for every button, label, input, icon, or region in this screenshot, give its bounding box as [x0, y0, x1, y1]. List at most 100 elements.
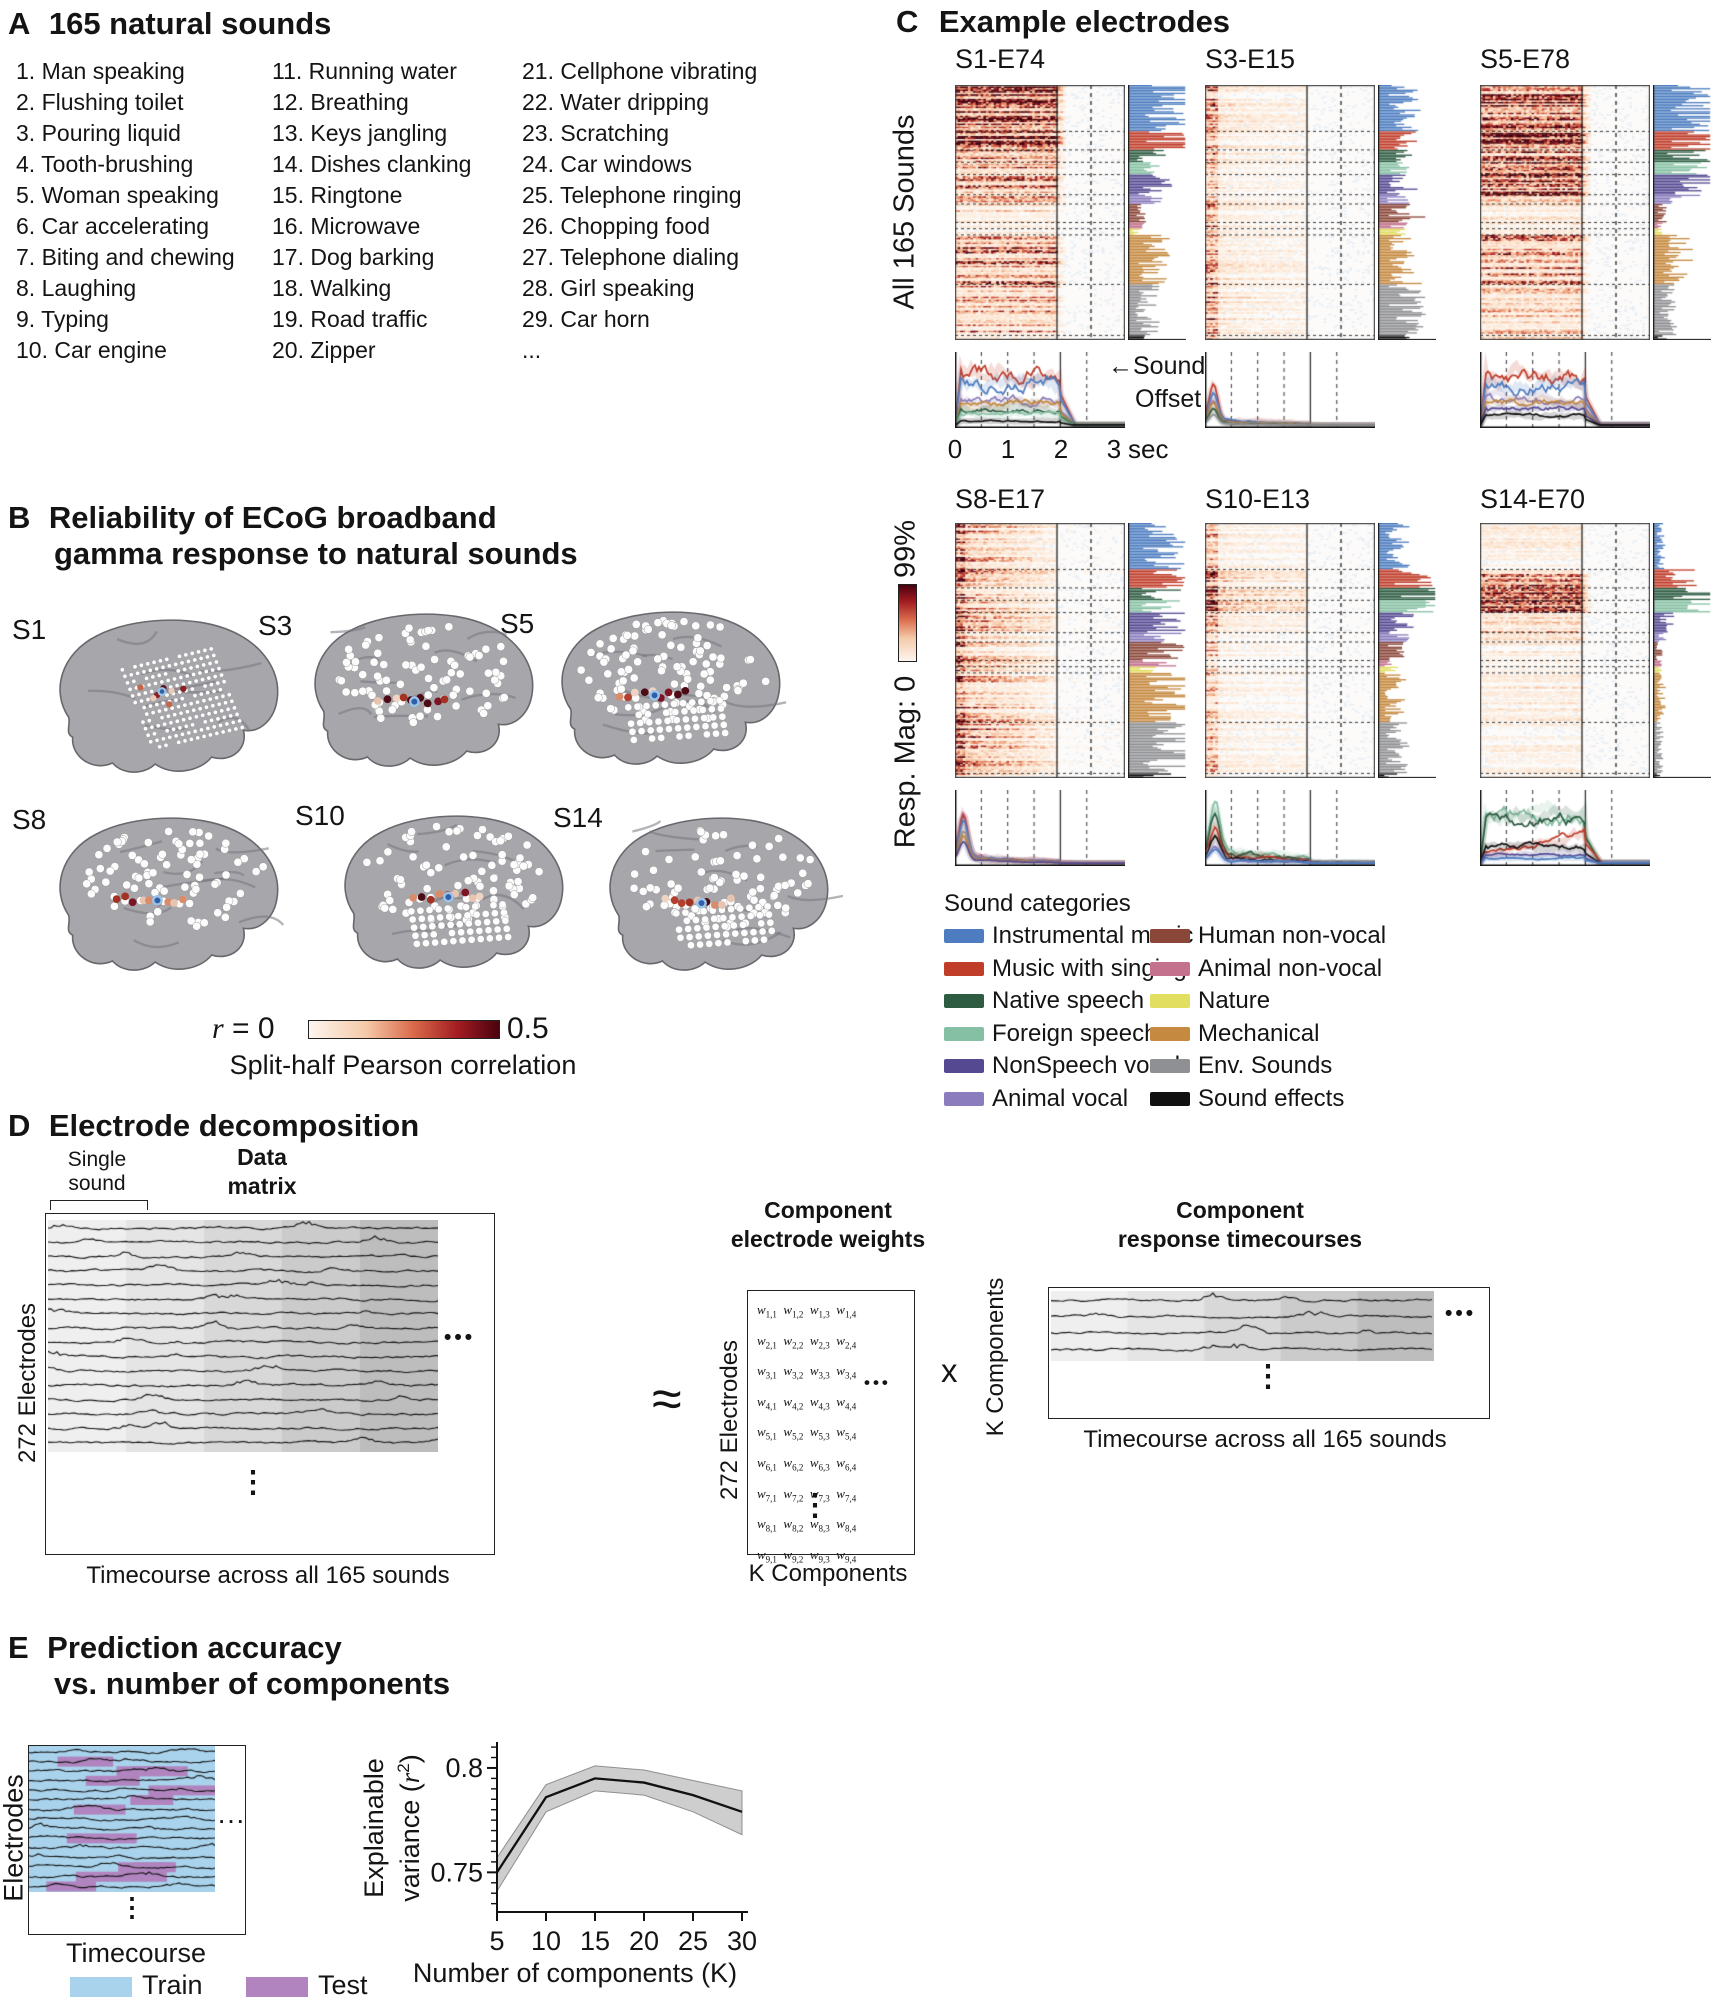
sound-list-item: 9. Typing: [16, 306, 109, 332]
weights-xlabel: K Components: [748, 1560, 908, 1587]
brain-s3: [290, 602, 548, 786]
weight-cell: w: [809, 1363, 819, 1379]
weights-row: w3,1 w3,2 w3,3 w3,4: [757, 1358, 856, 1389]
offset-word-2: Offset: [1135, 385, 1202, 413]
weight-cell: w: [783, 1516, 793, 1532]
sound-list-item: 8. Laughing: [16, 275, 137, 301]
sound-list-item: 5. Woman speaking: [16, 182, 219, 208]
train-test-hdots: ···: [219, 1812, 247, 1833]
response-title: Component response timecourses: [1117, 1197, 1363, 1252]
electrodes-ylabel: Electrodes: [0, 1774, 29, 1902]
brain-render-s3: [314, 613, 534, 767]
legend-swatch: [1150, 961, 1190, 976]
weight-cell: 4,3: [818, 1401, 830, 1412]
panel-e-title-line2: vs. number of components: [54, 1666, 451, 1701]
panel-e-header: E Prediction accuracy vs. number of comp…: [8, 1630, 450, 1702]
sound-list-item: 21. Cellphone vibrating: [522, 58, 758, 84]
weight-cell: w: [757, 1546, 766, 1562]
heatmap-s5-e78: [1480, 85, 1650, 340]
weight-cell: w: [783, 1546, 793, 1562]
sound-list-item: 29. Car horn: [522, 306, 650, 332]
weight-cell: w: [809, 1516, 819, 1532]
weight-cell: w: [836, 1393, 845, 1409]
heatmap-s8-e17: [955, 523, 1125, 778]
timecourse-s8-e17: [955, 790, 1125, 866]
legend-swatch: [1150, 1059, 1190, 1073]
legend-swatch: [944, 1059, 984, 1073]
legend-label: Env. Sounds: [1198, 1052, 1333, 1079]
legend-title: Sound categories: [944, 890, 1131, 917]
panel-e-letter: E: [8, 1630, 29, 1665]
sound-list-item: 11. Running water: [272, 58, 457, 84]
weight-cell: 7,3: [818, 1493, 830, 1504]
weight-cell: 5,4: [844, 1431, 857, 1442]
weight-cell: 3,1: [765, 1370, 777, 1381]
brain-render-s14: [609, 817, 855, 971]
weight-cell: 2,3: [818, 1340, 830, 1351]
brain-s14: [585, 806, 855, 990]
r-symbol: r: [212, 1012, 224, 1045]
timecourse-s1-e74: [955, 352, 1125, 428]
weight-cell: 5,3: [818, 1431, 830, 1442]
weight-cell: w: [836, 1454, 845, 1470]
legend-label: Sound effects: [1198, 1084, 1345, 1112]
electrode-title: S3-E15: [1205, 44, 1296, 74]
weight-cell: 2,4: [844, 1340, 857, 1351]
explainable-variance-plot: 0.75 0.8 5 10 15 20 25 30: [430, 1742, 757, 1956]
data-matrix-vdots: ⋮: [238, 1466, 268, 1499]
legend-label: Animal non-vocal: [1198, 954, 1383, 982]
weight-cell: 1,2: [792, 1309, 804, 1320]
legend-label: Animal vocal: [992, 1084, 1129, 1112]
legend-label: Foreign speech: [992, 1019, 1158, 1047]
weight-cell: w: [836, 1424, 845, 1440]
weights-vdots: ⋮: [800, 1489, 830, 1522]
legend-label: Nature: [1198, 987, 1271, 1014]
sound-list-item: 20. Zipper: [272, 337, 376, 363]
subject-label: S8: [12, 804, 47, 835]
weight-cell: 9,3: [818, 1554, 830, 1565]
electrode-title: S5-E78: [1480, 44, 1571, 74]
weight-cell: 9,4: [844, 1554, 857, 1565]
heatmap-s14-e70: [1480, 523, 1650, 778]
weights-row: w4,1 w4,2 w4,3 w4,4: [757, 1389, 856, 1420]
weight-cell: 2,2: [792, 1340, 804, 1351]
time-tick-label: 0: [947, 434, 963, 464]
chart-tick-label: 5: [489, 1926, 504, 1956]
sound-list-item: 15. Ringtone: [272, 182, 403, 208]
data-matrix-ylabel: 272 Electrodes: [14, 1302, 41, 1464]
time-tick-label: 3: [1106, 434, 1122, 464]
chart-tick-label: 30: [727, 1926, 757, 1956]
weight-cell: 4,2: [792, 1401, 804, 1412]
legend-swatch: [1150, 1026, 1190, 1041]
category-bars-s10-e13: [1378, 523, 1436, 778]
weights-ylabel: 272 Electrodes: [716, 1339, 743, 1501]
left-arrow-icon: ←: [1108, 352, 1133, 380]
pearson-colorbar-label: r = 0: [212, 1012, 275, 1046]
colorbar-min: 0: [257, 1012, 275, 1045]
legend-label: NonSpeech vocal: [992, 1052, 1181, 1079]
weight-cell: 7,4: [844, 1493, 857, 1504]
weight-cell: w: [809, 1332, 819, 1348]
weight-cell: 6,2: [792, 1462, 804, 1473]
weight-cell: 8,3: [818, 1523, 830, 1534]
subject-label: S5: [500, 608, 535, 639]
weight-cell: 6,3: [818, 1462, 830, 1473]
resp-mag-max: 99%: [889, 519, 922, 579]
components-xlabel: Number of components (K): [412, 1958, 738, 1988]
weight-cell: w: [809, 1393, 819, 1409]
weight-cell: w: [836, 1332, 845, 1348]
timecourse-s10-e13: [1205, 790, 1375, 866]
sound-list-item: ...: [522, 337, 542, 363]
sound-list-item: 24. Car windows: [522, 151, 693, 177]
weight-cell: 7,1: [765, 1493, 777, 1504]
response-side-label: K Components: [982, 1277, 1009, 1437]
weight-cell: 3,3: [818, 1370, 830, 1381]
sound-list-item: 28. Girl speaking: [522, 275, 695, 301]
weights-row: w2,1 w2,2 w2,3 w2,4: [757, 1328, 856, 1359]
panel-c-header: C Example electrodes: [896, 4, 1230, 40]
multiply-symbol: x: [941, 1352, 958, 1389]
timecourse-s3-e15: [1205, 352, 1375, 428]
legend-label: Human non-vocal: [1198, 922, 1387, 949]
weight-cell: w: [757, 1302, 766, 1317]
subject-label: S1: [12, 614, 47, 645]
